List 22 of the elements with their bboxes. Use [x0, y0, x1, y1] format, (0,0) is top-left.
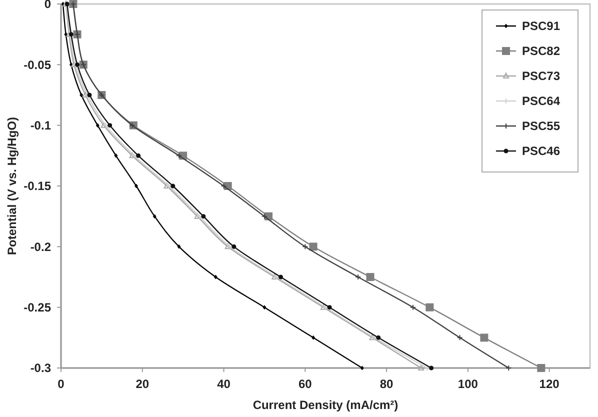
- x-tick-label: 100: [458, 377, 478, 391]
- y-axis-title: Potential (V vs. Hg/HgO): [5, 116, 19, 256]
- y-tick-label: -0.3: [30, 361, 52, 376]
- x-axis-title: Current Density (mA/cm²): [252, 398, 398, 412]
- x-tick-label: 120: [539, 377, 560, 391]
- legend-label: PSC55: [522, 119, 560, 134]
- x-tick-label: 60: [298, 377, 312, 391]
- legend-label: PSC64: [522, 94, 560, 108]
- y-tick-label: -0.05: [24, 58, 52, 72]
- legend-label: PSC91: [522, 19, 560, 34]
- x-tick-label: 80: [380, 377, 394, 391]
- y-tick-label: -0.25: [24, 300, 52, 315]
- y-tick-label: -0.1: [30, 118, 52, 133]
- legend-label: PSC73: [522, 69, 560, 84]
- x-tick-label: 0: [58, 377, 65, 391]
- legend-label: PSC82: [522, 44, 560, 58]
- y-tick-label: -0.15: [24, 179, 52, 194]
- x-tick-label: 20: [136, 377, 150, 391]
- x-tick-label: 40: [217, 377, 231, 391]
- y-tick-label: -0.2: [30, 240, 52, 254]
- y-tick-label: 0: [44, 0, 52, 12]
- legend-label: PSC46: [522, 144, 560, 158]
